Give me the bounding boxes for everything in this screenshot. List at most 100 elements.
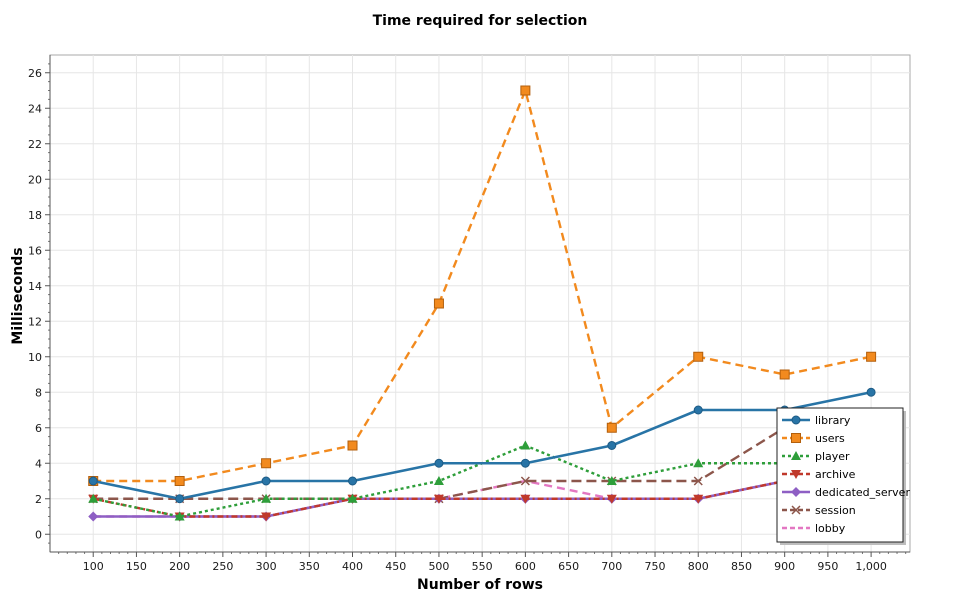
marker-stroke <box>693 476 703 486</box>
data-point-users <box>261 458 272 469</box>
marker-stroke <box>520 476 530 486</box>
series-line-archive <box>92 479 872 518</box>
x-tick-label: 850 <box>731 560 752 573</box>
data-point-users <box>520 85 531 96</box>
x-axis-title: Number of rows <box>417 577 543 593</box>
legend-label-archive: archive <box>815 468 856 481</box>
data-point-player <box>433 476 444 485</box>
legend-item-archive: archive <box>782 468 856 481</box>
x-tick-label: 1,000 <box>855 560 887 573</box>
y-tick-label: 0 <box>35 528 42 541</box>
data-point-session <box>520 476 530 486</box>
legend-item-library: library <box>782 414 851 427</box>
data-point-player <box>606 476 617 485</box>
data-point-archive <box>693 494 704 504</box>
x-tick-label: 350 <box>299 560 320 573</box>
x-tick-label: 400 <box>342 560 363 573</box>
data-point-library <box>175 494 185 504</box>
plot-area <box>49 54 911 553</box>
data-point-player <box>520 440 531 450</box>
x-tick-label: 500 <box>428 560 449 573</box>
x-tick-label: 950 <box>817 560 838 573</box>
data-point-library <box>693 405 703 415</box>
series-line-library <box>92 390 872 501</box>
series-line-session <box>93 426 872 500</box>
data-point-player <box>347 493 358 503</box>
data-point-archive <box>520 494 531 504</box>
legend-marker-dedicated-server <box>791 487 801 497</box>
legend-item-session: session <box>782 504 856 517</box>
legend-marker-users <box>791 433 801 443</box>
data-point-users <box>866 351 877 362</box>
data-point-player <box>174 511 185 521</box>
data-point-users <box>433 298 444 309</box>
data-point-dedicated-server <box>88 511 99 522</box>
chart-title: Time required for selection <box>373 13 588 29</box>
x-tick-label: 750 <box>645 560 666 573</box>
x-tick-label: 800 <box>688 560 709 573</box>
data-point-library <box>88 476 98 486</box>
data-point-player <box>693 458 704 468</box>
y-tick-label: 24 <box>28 102 42 115</box>
legend-label-library: library <box>815 414 851 427</box>
legend-marker-session <box>791 505 801 515</box>
y-tick-label: 20 <box>28 173 42 186</box>
data-point-library <box>434 458 444 468</box>
y-tick-label: 26 <box>28 67 42 80</box>
data-point-users <box>347 440 358 451</box>
data-point-archive <box>261 512 272 522</box>
data-point-users <box>693 351 704 362</box>
y-tick-label: 22 <box>28 138 42 151</box>
y-tick-label: 8 <box>35 386 42 399</box>
x-tick-label: 100 <box>83 560 104 573</box>
grid-lines <box>50 55 910 552</box>
x-tick-label: 550 <box>472 560 493 573</box>
legend-item-users: users <box>782 432 845 445</box>
x-tick-label: 650 <box>558 560 579 573</box>
legend-item-lobby: lobby <box>782 522 846 535</box>
legend-label-dedicated-server: dedicated_server <box>815 486 910 499</box>
data-point-users <box>779 369 790 380</box>
x-tick-label: 900 <box>774 560 795 573</box>
x-tick-label: 300 <box>256 560 277 573</box>
data-point-library <box>607 441 617 450</box>
data-point-users <box>174 476 185 486</box>
marker-stroke <box>791 505 801 515</box>
y-tick-label: 14 <box>28 280 42 293</box>
legend-label-lobby: lobby <box>815 522 846 535</box>
x-tick-label: 250 <box>212 560 233 573</box>
x-tick-label: 200 <box>169 560 190 573</box>
data-point-users <box>606 422 617 433</box>
data-point-archive <box>606 494 617 504</box>
data-point-library <box>520 458 530 468</box>
legend-marker-library <box>791 415 801 425</box>
x-tick-label: 600 <box>515 560 536 573</box>
legend-marker-player <box>791 451 801 460</box>
y-tick-label: 4 <box>35 457 42 470</box>
x-tick-label: 450 <box>385 560 406 573</box>
y-tick-label: 18 <box>28 209 42 222</box>
data-point-library <box>261 476 271 486</box>
y-axis-title: Milliseconds <box>10 247 26 344</box>
y-tick-label: 2 <box>35 493 42 506</box>
x-axis: 100 150 200 250 300 350 400 450 500 550 600 650 700 7… <box>50 551 910 573</box>
y-tick-label: 12 <box>28 315 42 328</box>
data-point-player <box>88 493 99 503</box>
y-tick-label: 16 <box>28 244 42 257</box>
data-point-library <box>348 476 358 486</box>
legend-label-player: player <box>815 450 850 463</box>
y-tick-label: 6 <box>35 422 42 435</box>
legend-label-session: session <box>815 504 856 517</box>
legend-item-dedicated-server: dedicated_server <box>782 486 910 499</box>
legend: library users player archive dedicated_serve… <box>776 407 910 545</box>
data-point-player <box>261 493 272 503</box>
legend-label-users: users <box>815 432 845 445</box>
legend-marker-archive <box>791 470 801 479</box>
y-tick-label: 10 <box>28 351 42 364</box>
series-line-users <box>93 89 872 483</box>
legend-item-player: player <box>782 450 850 463</box>
data-point-session <box>693 476 703 486</box>
